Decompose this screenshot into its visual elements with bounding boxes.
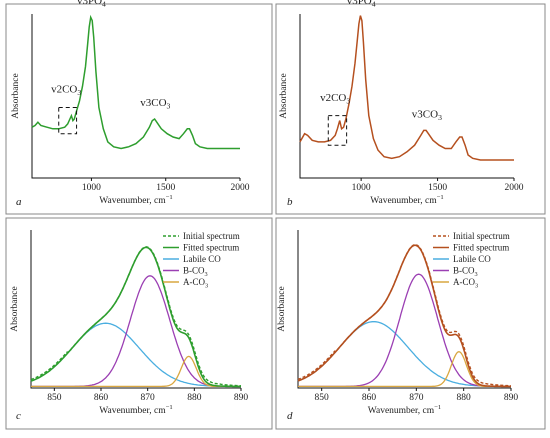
spectrum-line (299, 15, 514, 161)
x-tick-label: 870 (409, 393, 424, 403)
a-co3-component (31, 355, 241, 388)
peak-annotation: v3PO4 (77, 0, 106, 9)
x-tick-label: 870 (141, 393, 156, 403)
x-tick-label: 850 (315, 393, 330, 403)
x-tick-label: 860 (94, 393, 109, 403)
highlight-box (327, 115, 348, 146)
legend-entry: Fitted spectrum (183, 243, 239, 253)
initial-spectrum (297, 243, 512, 387)
axes (299, 14, 514, 179)
legend-entry: Initial spectrum (453, 231, 510, 241)
x-tick-label: 1500 (156, 183, 175, 193)
panel-frame (275, 3, 546, 215)
panel-b: 1000 1500 2000 Wavenumber, cm−1 Absorbance b v… (275, 0, 546, 215)
legend-entry: Labile CO (183, 254, 221, 264)
y-axis-label: Absorbance (279, 73, 289, 118)
panel-frame (5, 3, 273, 215)
x-tick-label: 860 (362, 393, 377, 403)
x-tick-label: 2000 (231, 183, 250, 193)
initial-spectrum (30, 246, 242, 387)
peak-annotation: v3CO3 (412, 108, 442, 122)
legend-entry: Fitted spectrum (453, 243, 509, 253)
b-co3-component (298, 273, 511, 388)
x-tick-label: 890 (234, 393, 249, 403)
legend-entry: B-CO3 (453, 266, 478, 279)
x-tick-label: 1000 (82, 183, 101, 193)
legend-entry: B-CO3 (183, 266, 208, 279)
y-axis-label: Absorbance (11, 73, 21, 118)
panel-label: d (287, 410, 293, 422)
panel-frame (5, 217, 273, 430)
x-tick-label: 880 (457, 393, 472, 403)
x-tick-label: 890 (504, 393, 519, 403)
axes (31, 14, 240, 179)
highlight-box (58, 106, 78, 135)
panel-c: 850 860 870 880 890 Wavenumber, cm−1 Absorbanc… (5, 217, 273, 430)
fitted-spectrum (30, 246, 241, 388)
x-tick-label: 1000 (352, 183, 371, 193)
b-co3-component (31, 275, 241, 388)
x-axis-label: Wavenumber, cm−1 (99, 404, 172, 416)
legend-entry: Labile CO (453, 254, 491, 264)
legend-entry: Initial spectrum (183, 231, 240, 241)
x-axis-label: Wavenumber, cm−1 (99, 194, 172, 206)
spectrum-line (31, 14, 240, 150)
axes (297, 230, 511, 389)
legend-entry: A-CO3 (453, 277, 478, 290)
x-axis-label: Wavenumber, cm−1 (368, 404, 441, 416)
legend-entry: A-CO3 (183, 277, 208, 290)
panel-d: 850 860 870 880 890 Wavenumber, cm−1 Absorbanc… (275, 217, 546, 430)
x-axis-label: Wavenumber, cm−1 (370, 194, 443, 206)
peak-annotation: v3PO4 (347, 0, 376, 9)
panel-label: a (16, 196, 22, 208)
y-axis-label: Absorbance (10, 286, 20, 331)
y-axis-label: Absorbance (277, 286, 287, 331)
x-tick-label: 1500 (428, 183, 447, 193)
x-tick-label: 880 (187, 393, 202, 403)
peak-annotation: v2CO3 (51, 84, 81, 98)
panel-frame (275, 217, 546, 430)
panel-a: 1000 1500 2000 Wavenumber, cm−1 Absorbance a v… (5, 0, 273, 215)
x-tick-label: 2000 (505, 183, 524, 193)
peak-annotation: v2CO3 (320, 92, 350, 106)
axes (30, 230, 241, 389)
fitted-spectrum (297, 244, 511, 388)
panel-label: c (16, 410, 21, 422)
labile-co-component (297, 320, 511, 388)
a-co3-component (298, 351, 511, 388)
labile-co-component (30, 322, 241, 388)
panel-label: b (287, 196, 293, 208)
x-tick-label: 850 (47, 393, 62, 403)
peak-annotation: v3CO3 (140, 97, 170, 111)
